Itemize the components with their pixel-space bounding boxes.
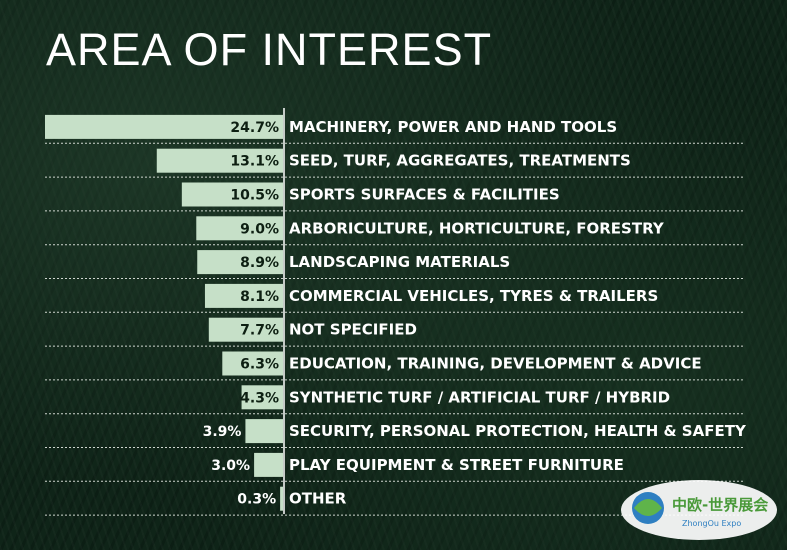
category-label: SEED, TURF, AGGREGATES, TREATMENTS	[289, 152, 631, 170]
bar	[156, 148, 283, 173]
bar	[280, 486, 283, 511]
bar	[245, 419, 283, 444]
bar	[222, 351, 283, 376]
category-label: NOT SPECIFIED	[289, 321, 417, 339]
category-label: SYNTHETIC TURF / ARTIFICIAL TURF / HYBRI…	[289, 388, 670, 406]
bar-value-label: 0.3%	[237, 492, 276, 508]
category-label: OTHER	[289, 490, 347, 508]
bar	[196, 216, 283, 241]
bar-value-label: 10.5%	[230, 188, 279, 204]
category-label: SPORTS SURFACES & FACILITIES	[289, 186, 560, 204]
bar	[208, 317, 283, 342]
zhongou-expo-logo: 中欧-世界展会 ZhongOu Expo	[621, 480, 777, 540]
bar	[254, 452, 283, 477]
category-label: PLAY EQUIPMENT & STREET FURNITURE	[289, 456, 624, 474]
bar-value-label: 3.0%	[211, 458, 250, 474]
bar	[181, 182, 283, 207]
bar	[204, 283, 283, 308]
bar-value-label: 7.7%	[240, 323, 279, 339]
bar-value-label: 13.1%	[230, 154, 279, 170]
bar	[241, 385, 283, 410]
bar	[197, 250, 283, 275]
chart-title: AREA OF INTEREST	[46, 24, 493, 75]
bar	[45, 114, 283, 139]
category-label: LANDSCAPING MATERIALS	[289, 253, 510, 271]
bar-value-label: 24.7%	[230, 120, 279, 136]
bar-value-label: 8.9%	[240, 255, 279, 271]
category-label: MACHINERY, POWER AND HAND TOOLS	[289, 118, 617, 136]
category-label: EDUCATION, TRAINING, DEVELOPMENT & ADVIC…	[289, 355, 702, 373]
bar-value-label: 9.0%	[240, 221, 279, 237]
bar-value-label: 3.9%	[203, 424, 242, 440]
category-label: ARBORICULTURE, HORTICULTURE, FORESTRY	[289, 219, 665, 237]
svg-text:ZhongOu Expo: ZhongOu Expo	[682, 519, 741, 528]
category-label: COMMERCIAL VEHICLES, TYRES & TRAILERS	[289, 287, 658, 305]
category-label: SECURITY, PERSONAL PROTECTION, HEALTH & …	[289, 422, 747, 440]
bar-value-label: 4.3%	[240, 390, 279, 406]
svg-text:中欧-世界展会: 中欧-世界展会	[672, 496, 768, 514]
bar-value-label: 8.1%	[240, 289, 279, 305]
bar-value-label: 6.3%	[240, 357, 279, 373]
